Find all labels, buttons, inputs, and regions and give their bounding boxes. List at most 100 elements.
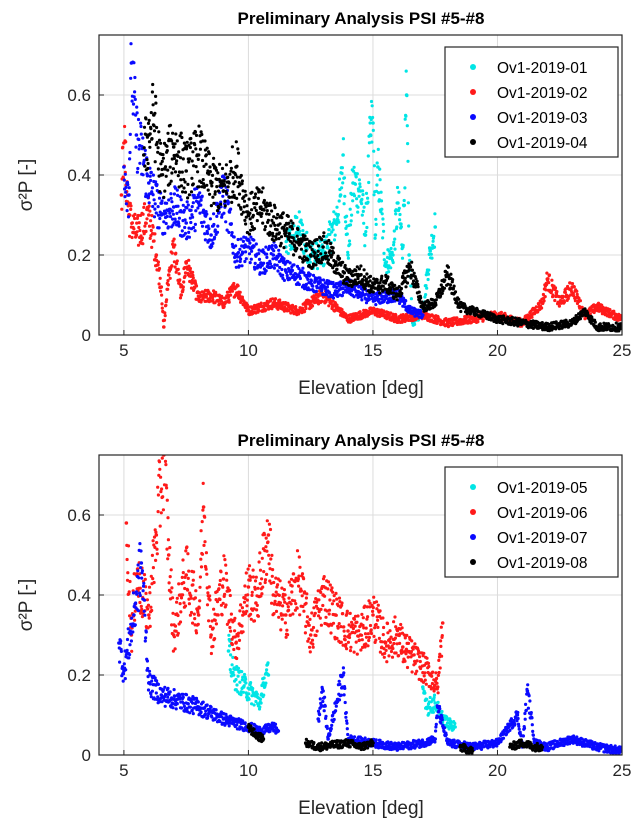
data-point — [231, 643, 234, 646]
data-point — [181, 593, 184, 596]
data-point — [210, 204, 213, 207]
data-point — [254, 195, 257, 198]
data-point — [244, 222, 247, 225]
data-point — [137, 138, 140, 141]
data-point — [179, 293, 183, 297]
data-point — [340, 186, 343, 189]
data-point — [237, 675, 240, 678]
data-point — [161, 307, 164, 310]
data-point — [240, 670, 243, 673]
legend-marker — [470, 64, 476, 70]
data-point — [207, 189, 210, 192]
data-point — [244, 190, 247, 193]
data-point — [163, 444, 166, 447]
data-point — [294, 602, 297, 605]
data-point — [205, 163, 208, 166]
data-point — [300, 219, 303, 222]
data-point — [126, 571, 129, 574]
data-point — [296, 577, 300, 581]
data-point — [191, 205, 194, 208]
data-point — [349, 223, 352, 226]
data-point — [302, 577, 305, 580]
data-point — [322, 278, 325, 281]
data-point — [432, 711, 435, 714]
data-point — [282, 246, 285, 249]
data-point — [308, 288, 311, 291]
data-point — [298, 283, 301, 286]
data-point — [263, 209, 266, 212]
data-point — [409, 265, 413, 269]
data-point — [288, 232, 291, 235]
data-point — [152, 193, 155, 196]
data-point — [443, 287, 446, 290]
data-point — [413, 323, 416, 326]
data-point — [398, 207, 401, 210]
data-point — [269, 528, 272, 531]
data-point — [260, 592, 263, 595]
data-point — [282, 257, 285, 260]
data-point — [164, 463, 167, 466]
data-point — [147, 213, 151, 217]
data-point — [166, 215, 169, 218]
x-tick-label: 5 — [119, 341, 128, 360]
data-point — [427, 278, 430, 281]
data-point — [181, 558, 184, 561]
legend-entry: Ov1-2019-03 — [497, 110, 587, 127]
chart-title: Preliminary Analysis PSI #5-#8 — [238, 9, 485, 28]
data-point — [198, 586, 201, 589]
data-point — [382, 223, 385, 226]
data-point — [183, 142, 186, 145]
data-point — [427, 273, 430, 276]
data-point — [433, 225, 437, 229]
data-point — [295, 247, 298, 250]
data-point — [152, 103, 155, 106]
data-point — [430, 253, 433, 256]
data-point — [433, 694, 436, 697]
data-point — [391, 253, 395, 257]
data-point — [174, 265, 177, 268]
data-point — [236, 176, 239, 179]
data-point — [187, 570, 190, 573]
data-point — [138, 147, 141, 150]
data-point — [530, 316, 533, 319]
data-point — [230, 201, 233, 204]
data-point — [139, 587, 142, 590]
data-point — [256, 604, 259, 607]
data-point — [164, 212, 167, 215]
data-point — [163, 190, 166, 193]
data-point — [315, 290, 318, 293]
data-point — [159, 277, 162, 280]
data-point — [245, 571, 248, 574]
data-point — [207, 619, 210, 622]
data-point — [321, 245, 325, 249]
data-point — [145, 217, 148, 220]
data-point — [440, 710, 443, 713]
data-point — [341, 166, 344, 169]
data-point — [405, 70, 408, 73]
data-point — [403, 186, 406, 189]
data-point — [184, 218, 187, 221]
data-point — [190, 209, 193, 212]
data-point — [213, 236, 216, 239]
data-point — [264, 545, 267, 548]
data-point — [128, 186, 131, 189]
data-point — [154, 202, 157, 205]
legend-entry: Ov1-2019-04 — [497, 135, 588, 152]
data-point — [126, 558, 129, 561]
data-point — [553, 299, 556, 302]
data-point — [256, 219, 259, 222]
data-point — [210, 245, 213, 248]
data-point — [335, 268, 338, 271]
data-point — [136, 111, 139, 114]
y-axis-label: σ²P [-] — [16, 579, 37, 632]
data-point — [350, 214, 353, 217]
data-point — [224, 204, 227, 207]
data-point — [179, 610, 182, 613]
data-point — [276, 269, 279, 272]
data-point — [200, 529, 203, 532]
data-point — [241, 179, 244, 182]
data-point — [233, 629, 236, 632]
data-point — [156, 486, 159, 489]
data-point — [136, 167, 139, 170]
data-point — [374, 237, 377, 240]
